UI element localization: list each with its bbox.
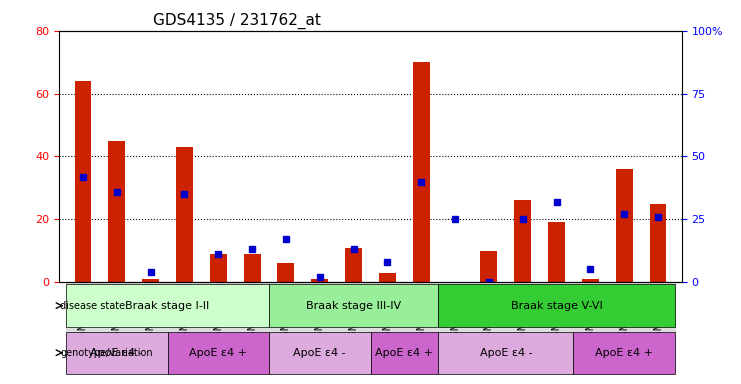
Text: disease state: disease state — [60, 301, 125, 311]
Bar — [582, 279, 599, 282]
Bar — [303, 282, 336, 370]
Bar — [100, 282, 133, 370]
Bar — [142, 279, 159, 282]
Text: ApoE ε4 -: ApoE ε4 - — [479, 348, 532, 358]
Bar — [336, 282, 370, 370]
FancyBboxPatch shape — [370, 331, 438, 374]
Text: genotype/variation: genotype/variation — [60, 348, 153, 358]
Bar — [277, 263, 294, 282]
FancyBboxPatch shape — [269, 331, 370, 374]
Text: ApoE ε4 +: ApoE ε4 + — [189, 348, 247, 358]
Bar — [539, 282, 574, 370]
FancyBboxPatch shape — [574, 331, 675, 374]
Bar — [167, 282, 202, 370]
FancyBboxPatch shape — [66, 285, 269, 327]
Bar — [269, 282, 303, 370]
Bar — [574, 282, 608, 370]
Bar — [210, 254, 227, 282]
Bar — [133, 282, 167, 370]
Bar — [413, 62, 430, 282]
Bar — [75, 81, 91, 282]
Bar — [548, 222, 565, 282]
Bar — [650, 204, 666, 282]
Text: ApoE ε4 -: ApoE ε4 - — [293, 348, 346, 358]
Bar — [472, 282, 506, 370]
Bar — [235, 282, 269, 370]
FancyBboxPatch shape — [66, 331, 167, 374]
FancyBboxPatch shape — [269, 285, 438, 327]
Bar — [514, 200, 531, 282]
Bar — [379, 273, 396, 282]
FancyBboxPatch shape — [167, 331, 269, 374]
Text: Braak stage I-II: Braak stage I-II — [125, 301, 210, 311]
Bar — [480, 251, 497, 282]
Bar — [202, 282, 235, 370]
Bar — [311, 279, 328, 282]
Text: Braak stage III-IV: Braak stage III-IV — [306, 301, 401, 311]
Text: ApoE ε4 +: ApoE ε4 + — [595, 348, 654, 358]
Text: ApoE ε4 -: ApoE ε4 - — [90, 348, 143, 358]
Bar — [345, 248, 362, 282]
Text: GDS4135 / 231762_at: GDS4135 / 231762_at — [153, 13, 321, 29]
Bar — [438, 282, 472, 370]
Bar — [506, 282, 539, 370]
Bar — [608, 282, 641, 370]
FancyBboxPatch shape — [438, 331, 574, 374]
Bar — [405, 282, 438, 370]
Bar — [370, 282, 405, 370]
Bar — [176, 147, 193, 282]
Text: ApoE ε4 +: ApoE ε4 + — [376, 348, 433, 358]
Bar — [244, 254, 261, 282]
Text: Braak stage V-VI: Braak stage V-VI — [511, 301, 602, 311]
Bar — [641, 282, 675, 370]
Bar — [66, 282, 100, 370]
Bar — [616, 169, 633, 282]
FancyBboxPatch shape — [438, 285, 675, 327]
Bar — [108, 141, 125, 282]
